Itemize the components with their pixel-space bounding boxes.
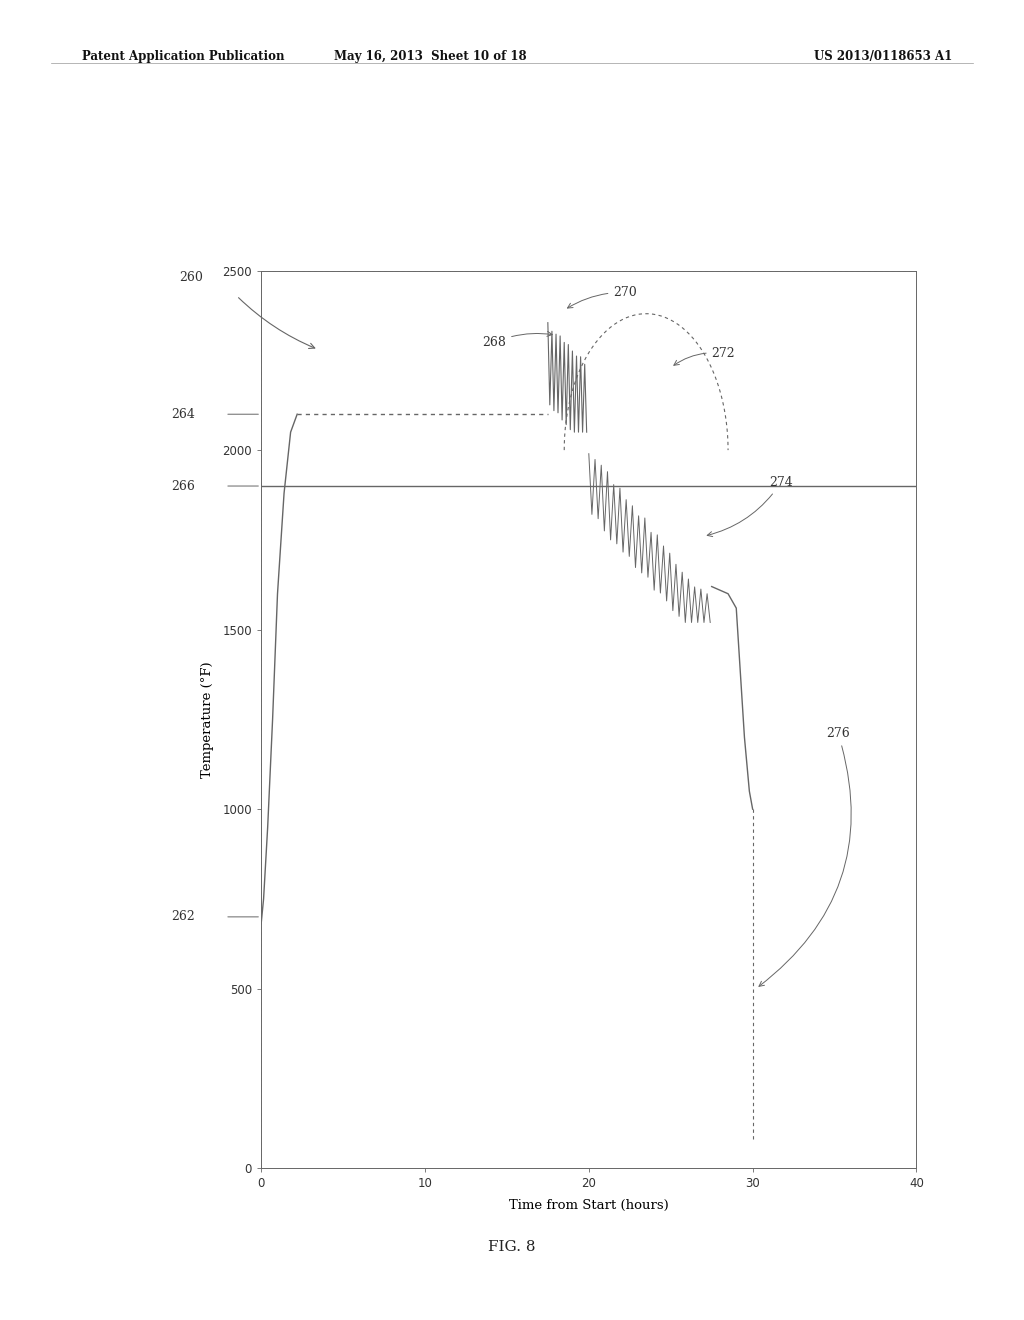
Text: Patent Application Publication: Patent Application Publication — [82, 50, 285, 63]
Text: May 16, 2013  Sheet 10 of 18: May 16, 2013 Sheet 10 of 18 — [334, 50, 526, 63]
X-axis label: Time from Start (hours): Time from Start (hours) — [509, 1199, 669, 1212]
Text: US 2013/0118653 A1: US 2013/0118653 A1 — [814, 50, 952, 63]
Text: 264: 264 — [171, 408, 195, 421]
Y-axis label: Temperature (°F): Temperature (°F) — [201, 661, 214, 777]
Text: 262: 262 — [171, 911, 195, 924]
Text: 274: 274 — [708, 477, 793, 537]
Text: 272: 272 — [674, 347, 735, 366]
Text: 268: 268 — [482, 331, 552, 348]
Text: FIG. 8: FIG. 8 — [488, 1241, 536, 1254]
Text: 266: 266 — [171, 479, 195, 492]
Text: 270: 270 — [567, 285, 637, 308]
Text: 276: 276 — [759, 727, 851, 986]
Text: 260: 260 — [179, 272, 203, 284]
